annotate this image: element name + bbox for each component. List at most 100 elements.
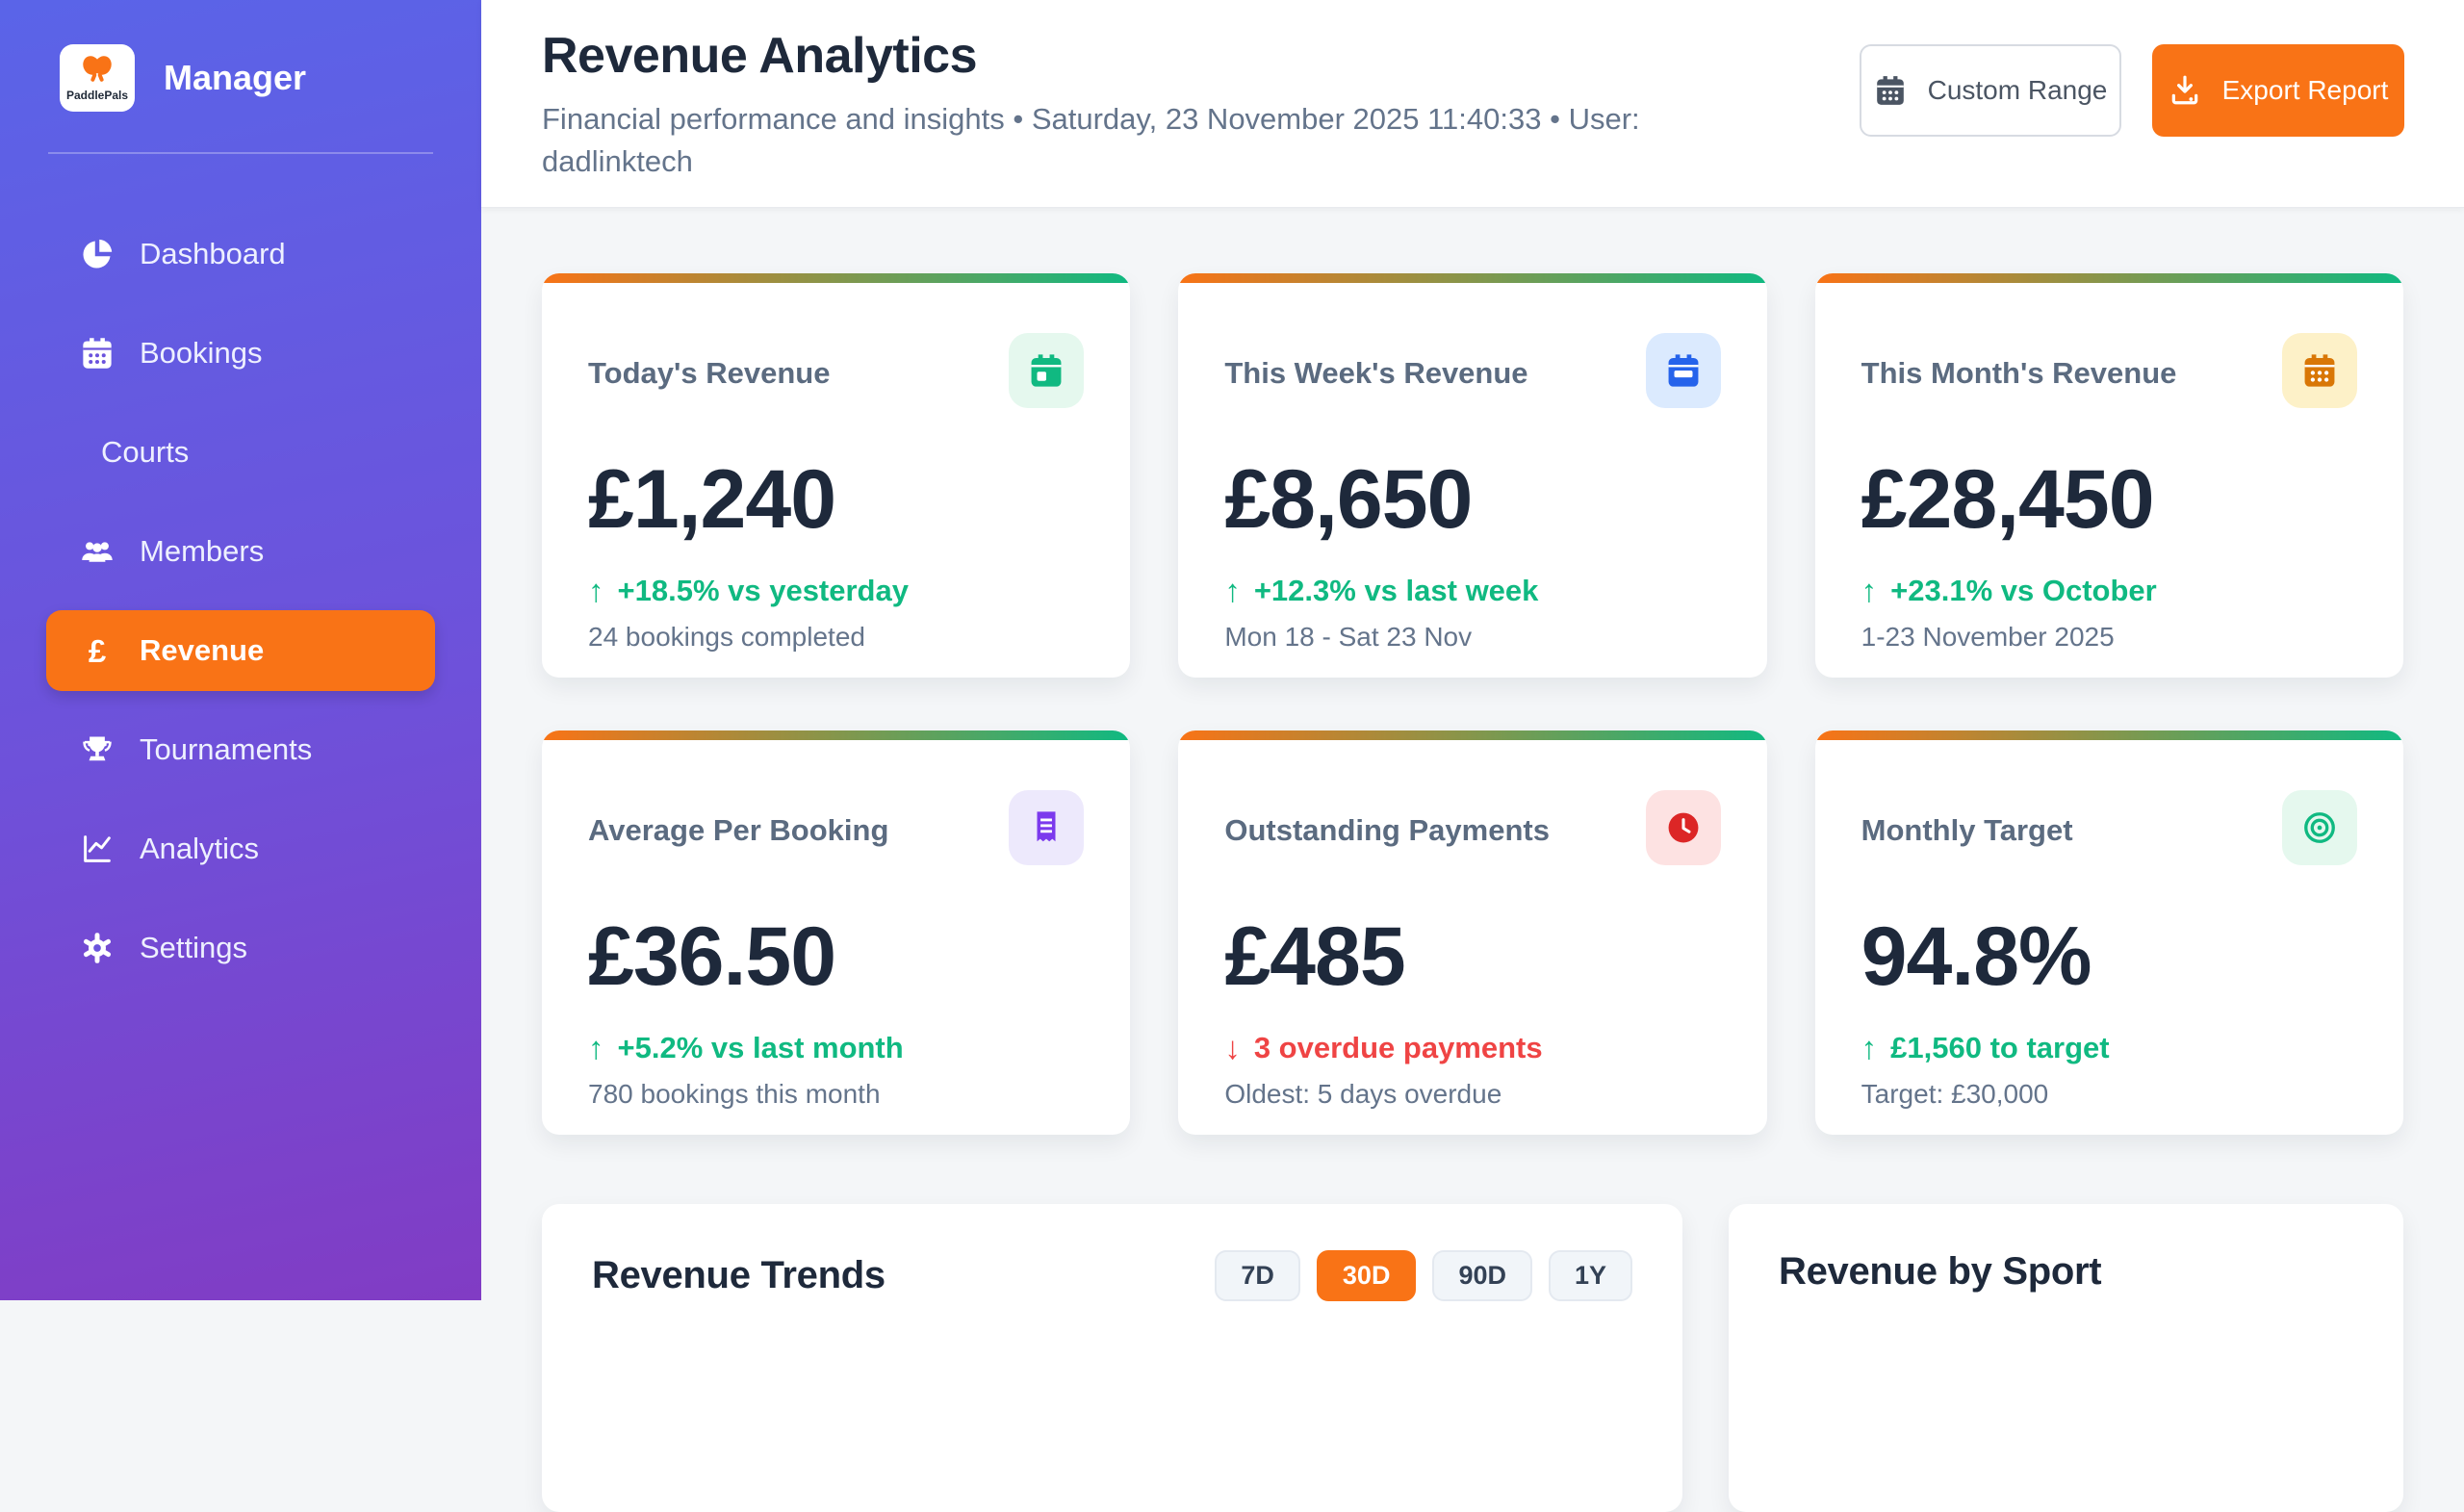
calendar-day-icon	[1009, 333, 1085, 408]
gear-icon	[80, 931, 115, 965]
revenue-trends-title: Revenue Trends	[592, 1254, 886, 1296]
metric-cards: Today's Revenue £1,240 ↑ +18.5% vs yeste…	[542, 273, 2403, 1135]
range-30d-button[interactable]: 30D	[1316, 1250, 1417, 1301]
card-weeks-revenue: This Week's Revenue £8,650 ↑ +12.3% vs l…	[1178, 273, 1767, 678]
sidebar-item-label: Tournaments	[140, 732, 313, 766]
trophy-icon	[80, 732, 115, 767]
card-delta: ↑ +12.3% vs last week	[1224, 573, 1539, 608]
sidebar-item-tournaments[interactable]: Tournaments	[46, 709, 435, 790]
main-area: Revenue Analytics Financial performance …	[481, 0, 2464, 1512]
card-accent-strip	[1814, 730, 2403, 740]
arrow-up-icon: ↑	[588, 573, 604, 608]
receipt-icon	[1009, 790, 1085, 865]
chart-line-icon	[80, 832, 115, 866]
custom-range-button[interactable]: Custom Range	[1860, 44, 2121, 137]
sidebar-item-analytics[interactable]: Analytics	[46, 808, 435, 889]
brand-logo: PaddlePals	[60, 44, 135, 112]
card-value: £1,240	[588, 453, 836, 546]
sidebar-item-label: Analytics	[140, 832, 260, 865]
arrow-down-icon: ↓	[1224, 1030, 1241, 1065]
page-header: Revenue Analytics Financial performance …	[481, 0, 2464, 208]
card-title: Monthly Target	[1861, 813, 2073, 847]
card-average-per-booking: Average Per Booking £36.50 ↑ +5.2% vs la…	[542, 730, 1131, 1135]
sidebar-item-courts[interactable]: Courts	[46, 412, 435, 493]
range-7d-button[interactable]: 7D	[1215, 1250, 1300, 1301]
paddles-icon	[78, 54, 116, 87]
card-subtext: Oldest: 5 days overdue	[1224, 1079, 1502, 1109]
card-delta: ↑ +5.2% vs last month	[588, 1030, 904, 1065]
sidebar-item-revenue[interactable]: £ Revenue	[46, 610, 435, 691]
sidebar-item-label: Settings	[140, 931, 248, 964]
pie-chart-icon	[80, 237, 115, 271]
sidebar-item-label: Members	[140, 534, 265, 568]
sidebar: PaddlePals Manager Dashboard Bookings	[0, 0, 481, 1300]
card-monthly-target: Monthly Target 94.8% ↑ £1,560 to target …	[1814, 730, 2403, 1135]
app-logo: PaddlePals Manager	[0, 0, 481, 112]
card-months-revenue: This Month's Revenue £28,450 ↑ +23.1% vs…	[1814, 273, 2403, 678]
calendar-icon	[80, 336, 115, 371]
card-delta: ↑ £1,560 to target	[1861, 1030, 2110, 1065]
card-subtext: 780 bookings this month	[588, 1079, 881, 1109]
range-90d-button[interactable]: 90D	[1432, 1250, 1532, 1301]
brand-name: PaddlePals	[65, 89, 129, 102]
card-title: Outstanding Payments	[1224, 813, 1550, 847]
pound-icon: £	[88, 632, 107, 669]
custom-range-label: Custom Range	[1927, 74, 2108, 105]
sidebar-item-settings[interactable]: Settings	[46, 908, 435, 988]
card-title: This Month's Revenue	[1861, 356, 2177, 390]
range-selector: 7D 30D 90D 1Y	[1215, 1250, 1632, 1301]
sidebar-item-dashboard[interactable]: Dashboard	[46, 214, 435, 295]
card-delta: ↑ +18.5% vs yesterday	[588, 573, 909, 608]
calendar-grid-icon	[2281, 333, 2357, 408]
sidebar-item-label: Revenue	[140, 633, 265, 667]
app-title: Manager	[164, 58, 307, 97]
card-accent-strip	[542, 273, 1131, 283]
download-icon	[2169, 74, 2201, 107]
revenue-by-sport-title: Revenue by Sport	[1779, 1250, 2102, 1293]
card-title: This Week's Revenue	[1224, 356, 1528, 390]
range-1y-button[interactable]: 1Y	[1548, 1250, 1632, 1301]
card-title: Average Per Booking	[588, 813, 889, 847]
sidebar-item-label: Bookings	[140, 336, 263, 370]
sidebar-nav: Dashboard Bookings Courts	[0, 154, 481, 988]
sidebar-item-members[interactable]: Members	[46, 511, 435, 592]
card-value: 94.8%	[1861, 910, 2092, 1003]
card-accent-strip	[1178, 730, 1767, 740]
card-accent-strip	[542, 730, 1131, 740]
arrow-up-icon: ↑	[588, 1030, 604, 1065]
export-report-button[interactable]: Export Report	[2152, 44, 2404, 137]
card-accent-strip	[1178, 273, 1767, 283]
arrow-up-icon: ↑	[1861, 1030, 1878, 1065]
card-subtext: 24 bookings completed	[588, 622, 865, 652]
calendar-week-icon	[1645, 333, 1721, 408]
card-delta: ↓ 3 overdue payments	[1224, 1030, 1543, 1065]
arrow-up-icon: ↑	[1861, 573, 1878, 608]
card-outstanding-payments: Outstanding Payments £485 ↓ 3 overdue pa…	[1178, 730, 1767, 1135]
revenue-trends-panel: Revenue Trends 7D 30D 90D 1Y	[542, 1204, 1682, 1512]
card-subtext: 1-23 November 2025	[1861, 622, 2115, 652]
page-title: Revenue Analytics	[542, 28, 977, 84]
card-todays-revenue: Today's Revenue £1,240 ↑ +18.5% vs yeste…	[542, 273, 1131, 678]
content: Today's Revenue £1,240 ↑ +18.5% vs yeste…	[481, 208, 2464, 1512]
sidebar-item-bookings[interactable]: Bookings	[46, 313, 435, 394]
card-delta: ↑ +23.1% vs October	[1861, 573, 2157, 608]
card-value: £485	[1224, 910, 1405, 1003]
users-icon	[80, 534, 115, 569]
card-accent-strip	[1814, 273, 2403, 283]
sidebar-item-label: Dashboard	[140, 237, 286, 270]
card-subtext: Mon 18 - Sat 23 Nov	[1224, 622, 1473, 652]
card-value: £8,650	[1224, 453, 1473, 546]
card-value: £36.50	[588, 910, 836, 1003]
clock-icon	[1645, 790, 1721, 865]
card-subtext: Target: £30,000	[1861, 1079, 2049, 1109]
sidebar-divider	[48, 152, 433, 154]
card-title: Today's Revenue	[588, 356, 831, 390]
revenue-by-sport-panel: Revenue by Sport	[1729, 1204, 2403, 1512]
export-report-label: Export Report	[2221, 74, 2389, 105]
sidebar-item-label: Courts	[101, 435, 190, 469]
arrow-up-icon: ↑	[1224, 573, 1241, 608]
calendar-icon	[1874, 74, 1907, 107]
target-icon	[2281, 790, 2357, 865]
card-value: £28,450	[1861, 453, 2155, 546]
page-subtitle: Financial performance and insights • Sat…	[542, 102, 1640, 179]
